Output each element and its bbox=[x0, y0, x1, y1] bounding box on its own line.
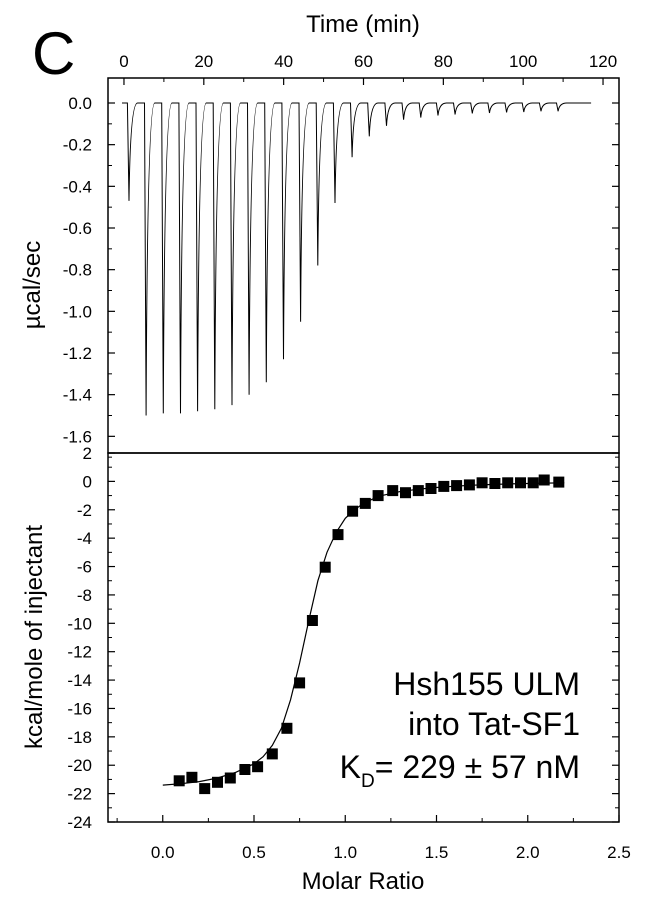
bottom-y-tick-label: -8 bbox=[77, 586, 92, 605]
bottom-y-tick-label: 0 bbox=[83, 472, 92, 491]
top-y-tick-label: -1.2 bbox=[63, 344, 92, 363]
bottom-y-tick-label: -20 bbox=[67, 756, 92, 775]
top-panel: 0 20 40 60 80 100 120 0.0 -0.2 -0.4 -0.6 -0.8 -1.0 -1… bbox=[63, 52, 620, 458]
data-point bbox=[451, 480, 463, 492]
data-point bbox=[400, 487, 411, 499]
data-point bbox=[347, 505, 359, 517]
data-point bbox=[252, 761, 264, 773]
top-y-tick-label: -0.2 bbox=[63, 136, 92, 155]
data-point bbox=[425, 483, 437, 494]
top-x-axis-title: Time (min) bbox=[306, 11, 420, 38]
data-point bbox=[527, 477, 539, 489]
bottom-y-tick-label: 2 bbox=[83, 444, 92, 463]
bottom-y-tick-label: -18 bbox=[67, 728, 92, 747]
top-y-tick-label: -1.4 bbox=[63, 386, 92, 405]
panel-label: C bbox=[32, 20, 75, 87]
data-point bbox=[306, 615, 318, 626]
top-plot-frame bbox=[107, 77, 620, 454]
bottom-panel: 2 0 -2 -4 -6 -8 -10 -12 -14 -16 -18 -20 -22 -24 0.0 0.5… bbox=[67, 444, 630, 862]
data-points bbox=[173, 474, 565, 795]
data-point bbox=[463, 479, 475, 491]
top-x-tick-label: 100 bbox=[509, 52, 537, 71]
bottom-y-tick-label: -12 bbox=[67, 643, 92, 662]
top-x-tick-label: 80 bbox=[434, 52, 453, 71]
bottom-x-axis-title: Molar Ratio bbox=[302, 868, 425, 895]
top-y-tick-label: -0.8 bbox=[63, 261, 92, 280]
top-x-tick-label: 60 bbox=[354, 52, 373, 71]
bottom-y-tick-label: -2 bbox=[77, 501, 92, 520]
top-x-tick-label: 120 bbox=[589, 52, 617, 71]
data-point bbox=[359, 497, 371, 509]
data-point bbox=[173, 775, 185, 787]
data-point bbox=[266, 748, 278, 760]
data-point bbox=[489, 478, 501, 489]
bottom-x-tick-label: 0.5 bbox=[242, 843, 266, 862]
top-x-tick-label: 20 bbox=[194, 52, 213, 71]
data-point bbox=[224, 772, 236, 784]
bottom-x-tick-label: 1.0 bbox=[333, 843, 357, 862]
data-point bbox=[387, 485, 399, 497]
data-point bbox=[239, 764, 251, 775]
annotation-line-1: Hsh155 ULM bbox=[393, 666, 580, 702]
bottom-axes: 2 0 -2 -4 -6 -8 -10 -12 -14 -16 -18 -20 -22 -24 0.0 0.5… bbox=[67, 444, 630, 862]
data-point bbox=[538, 474, 550, 486]
bottom-y-tick-label: -22 bbox=[67, 785, 92, 804]
top-y-tick-label: -0.6 bbox=[63, 219, 92, 238]
data-point bbox=[515, 477, 526, 489]
data-point bbox=[319, 561, 331, 573]
bottom-x-tick-label: 2.5 bbox=[607, 843, 631, 862]
data-point bbox=[281, 722, 293, 734]
fit-curve bbox=[162, 482, 565, 786]
bottom-y-axis-title: kcal/mole of injectant bbox=[21, 525, 48, 749]
top-y-axis-title: µcal/sec bbox=[19, 241, 46, 330]
data-point bbox=[476, 477, 488, 489]
top-y-tick-label: -1.0 bbox=[63, 302, 92, 321]
bottom-y-tick-label: -4 bbox=[77, 529, 92, 548]
data-point bbox=[502, 477, 514, 489]
kd-symbol: K bbox=[340, 749, 361, 785]
data-point bbox=[412, 485, 424, 497]
bottom-y-tick-label: -14 bbox=[67, 671, 92, 690]
thermogram-trace bbox=[122, 102, 592, 416]
top-axes: 0 20 40 60 80 100 120 0.0 -0.2 -0.4 -0.6 -0.8 -1.0 -1… bbox=[63, 52, 619, 458]
annotation-line-2: into Tat-SF1 bbox=[408, 706, 580, 742]
data-point bbox=[186, 771, 198, 783]
bottom-x-tick-label: 1.5 bbox=[425, 843, 449, 862]
kd-value: = 229 ± 57 nM bbox=[375, 749, 580, 785]
bottom-y-tick-label: -6 bbox=[77, 558, 92, 577]
bottom-x-tick-label: 2.0 bbox=[516, 843, 540, 862]
data-point bbox=[332, 529, 344, 541]
bottom-y-tick-label: -24 bbox=[67, 813, 92, 832]
top-y-tick-label: -1.6 bbox=[63, 427, 92, 446]
top-y-tick-label: -0.4 bbox=[63, 177, 92, 196]
data-point bbox=[212, 776, 223, 788]
kd-subscript: D bbox=[361, 771, 375, 792]
top-x-tick-label: 40 bbox=[274, 52, 293, 71]
data-point bbox=[199, 783, 211, 795]
bottom-x-tick-label: 0.0 bbox=[151, 843, 175, 862]
data-point bbox=[294, 677, 306, 689]
data-point bbox=[372, 490, 384, 502]
bottom-y-tick-label: -16 bbox=[67, 699, 92, 718]
data-point bbox=[438, 480, 450, 492]
bottom-y-tick-label: -10 bbox=[67, 614, 92, 633]
data-point bbox=[553, 476, 565, 488]
top-x-tick-label: 0 bbox=[119, 52, 128, 71]
annotation-kd: KD= 229 ± 57 nM bbox=[340, 749, 580, 792]
top-y-tick-label: 0.0 bbox=[68, 94, 92, 113]
